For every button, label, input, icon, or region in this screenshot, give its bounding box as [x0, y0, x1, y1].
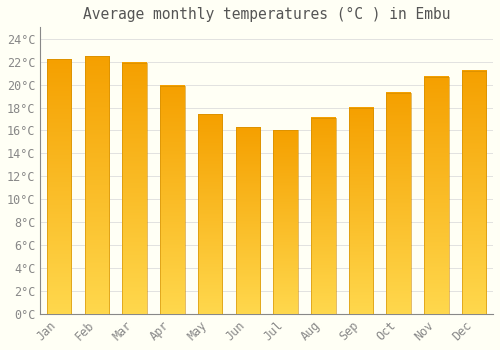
- Bar: [236, 127, 260, 314]
- Bar: [424, 77, 448, 314]
- Bar: [386, 93, 411, 314]
- Bar: [311, 118, 336, 314]
- Bar: [160, 86, 184, 314]
- Bar: [122, 63, 147, 314]
- Bar: [274, 131, 298, 314]
- Bar: [462, 71, 486, 314]
- Bar: [47, 60, 72, 314]
- Bar: [84, 56, 109, 314]
- Bar: [198, 114, 222, 314]
- Title: Average monthly temperatures (°C ) in Embu: Average monthly temperatures (°C ) in Em…: [83, 7, 450, 22]
- Bar: [348, 107, 374, 314]
